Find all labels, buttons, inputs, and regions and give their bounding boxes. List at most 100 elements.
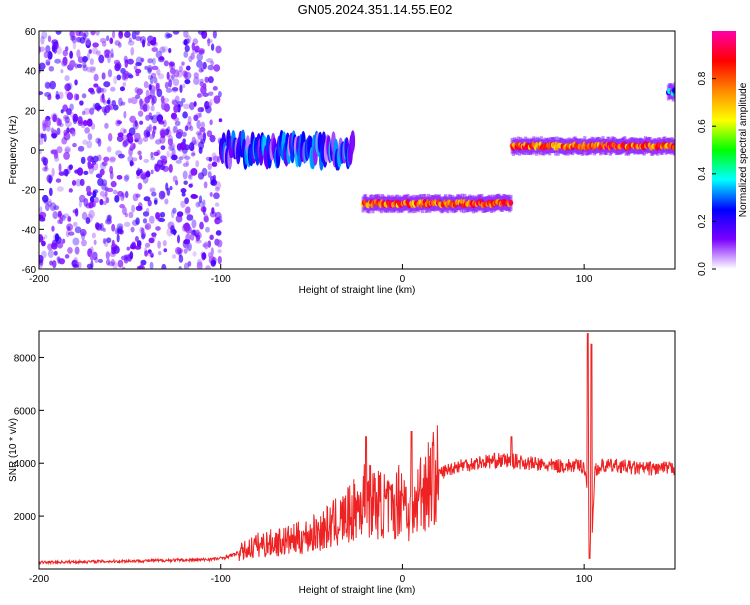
spectrogram-cell xyxy=(153,76,158,84)
spectrogram-cell xyxy=(66,92,74,101)
spectrogram-cell xyxy=(199,81,205,87)
spectrogram-cell xyxy=(153,197,158,203)
spectrogram-cell xyxy=(142,136,149,142)
spectrogram-cell xyxy=(148,237,155,244)
spectrogram-cell xyxy=(173,125,178,134)
spectrogram-cell xyxy=(201,252,206,261)
spectrogram-cell xyxy=(209,98,213,107)
spectrogram-cell xyxy=(135,31,140,36)
spectrogram-cell xyxy=(39,259,44,266)
spectrogram-cell xyxy=(42,194,49,203)
spectrogram-cell xyxy=(194,139,200,147)
snr-background xyxy=(39,331,675,569)
spectrogram-cell xyxy=(160,211,166,218)
spectrogram-cell xyxy=(215,45,222,54)
spectrogram-cell xyxy=(176,234,181,244)
spectrogram-cell xyxy=(163,155,168,162)
spectrogram-cell xyxy=(99,198,104,206)
spectrogram-cell xyxy=(94,222,100,230)
spectrogram-cell xyxy=(139,98,143,107)
spectrogram-cell xyxy=(182,83,186,89)
spectrogram-cell xyxy=(131,31,137,40)
spectrogram-cell xyxy=(151,191,157,197)
spectrogram-cell xyxy=(178,156,184,161)
spectrogram-x-tick-label: 0 xyxy=(400,274,406,285)
spectrogram-cell xyxy=(88,201,94,209)
spectrogram-cell xyxy=(81,110,86,116)
colorbar-gradient xyxy=(712,31,736,269)
spectrogram-cell xyxy=(199,127,206,133)
spectrogram-cell xyxy=(155,111,161,118)
spectrogram-cell xyxy=(173,69,180,78)
spectrogram-cell xyxy=(198,49,205,55)
spectrogram-cell xyxy=(52,41,58,49)
spectrogram-cell xyxy=(150,253,154,258)
spectrogram-cell xyxy=(144,223,152,230)
spectrogram-cell xyxy=(95,137,101,144)
spectrogram-cell xyxy=(39,149,42,155)
spectrogram-cell xyxy=(64,75,70,82)
colorbar: 0.0 0.2 0.4 0.6 0.8 Normalized spectral ampl… xyxy=(697,31,749,276)
spectrogram-cell xyxy=(64,254,70,259)
spectrogram-y-tick-label: 60 xyxy=(25,27,37,38)
spectrogram-cell xyxy=(117,132,124,138)
spectrogram-y-tick-label: 0 xyxy=(30,146,36,157)
spectrogram-cell xyxy=(198,195,203,204)
spectrogram-cell xyxy=(39,138,44,145)
spectrogram-cell xyxy=(183,248,188,254)
spectrogram-cell xyxy=(58,163,62,173)
spectrogram-cell xyxy=(96,50,101,56)
spectrogram-cell xyxy=(184,45,190,53)
spectrogram-cell xyxy=(180,97,186,103)
spectrogram-cell xyxy=(63,151,70,160)
spectrogram-cell xyxy=(39,206,43,214)
snr-x-tick-label: -200 xyxy=(29,574,49,585)
snr-y-axis-label: SNR (10 * v/v) xyxy=(8,418,19,482)
spectrogram-cell xyxy=(218,90,222,98)
spectrogram-cell xyxy=(44,234,48,239)
spectrogram-cell xyxy=(69,60,76,68)
spectrogram-cell xyxy=(135,217,140,225)
spectrogram-cell xyxy=(150,151,154,158)
spectrogram-cell xyxy=(119,229,124,235)
spectrogram-cell xyxy=(43,51,49,59)
spectrogram-cell xyxy=(180,200,186,208)
spectrogram-cell xyxy=(150,105,155,112)
spectrogram-cell xyxy=(43,167,48,172)
spectrogram-cell xyxy=(206,130,213,138)
spectrogram-cell xyxy=(197,132,203,140)
spectrogram-cell xyxy=(147,249,152,254)
spectrogram-cell xyxy=(89,65,96,74)
spectrogram-cell xyxy=(188,174,192,179)
spectrogram-cell xyxy=(63,116,68,122)
spectrogram-cell xyxy=(41,31,48,40)
spectrogram-cell xyxy=(69,50,73,59)
spectrogram-cell xyxy=(158,56,165,61)
spectrogram-cell xyxy=(164,81,169,89)
spectrogram-cell xyxy=(121,266,126,269)
spectrogram-cell xyxy=(160,129,166,139)
spectrogram-cell xyxy=(213,95,221,104)
spectrogram-cell xyxy=(195,201,201,208)
snr-series-line xyxy=(39,333,675,566)
spectrogram-cell xyxy=(212,86,218,91)
spectrogram-cell xyxy=(171,154,178,161)
spectrogram-cell xyxy=(85,217,91,225)
spectrogram-cell xyxy=(92,46,98,55)
spectrogram-cell xyxy=(209,134,216,143)
spectrogram-cell xyxy=(166,150,170,158)
spectrogram-cell xyxy=(64,116,70,124)
spectrogram-cell xyxy=(86,66,94,73)
spectrogram-cell xyxy=(146,65,153,73)
spectrogram-cell xyxy=(103,156,110,162)
spectrogram-cell xyxy=(176,247,184,254)
spectrogram-cell xyxy=(171,86,178,93)
spectrogram-cell xyxy=(72,113,79,123)
spectrogram-cell xyxy=(139,120,144,125)
spectrogram-cell xyxy=(190,232,195,241)
spectrogram-cell xyxy=(166,71,170,80)
spectrogram-cell xyxy=(75,93,80,101)
spectrogram-cell xyxy=(218,118,223,123)
spectrogram-cell xyxy=(192,49,199,54)
spectrogram-cell xyxy=(182,153,188,159)
